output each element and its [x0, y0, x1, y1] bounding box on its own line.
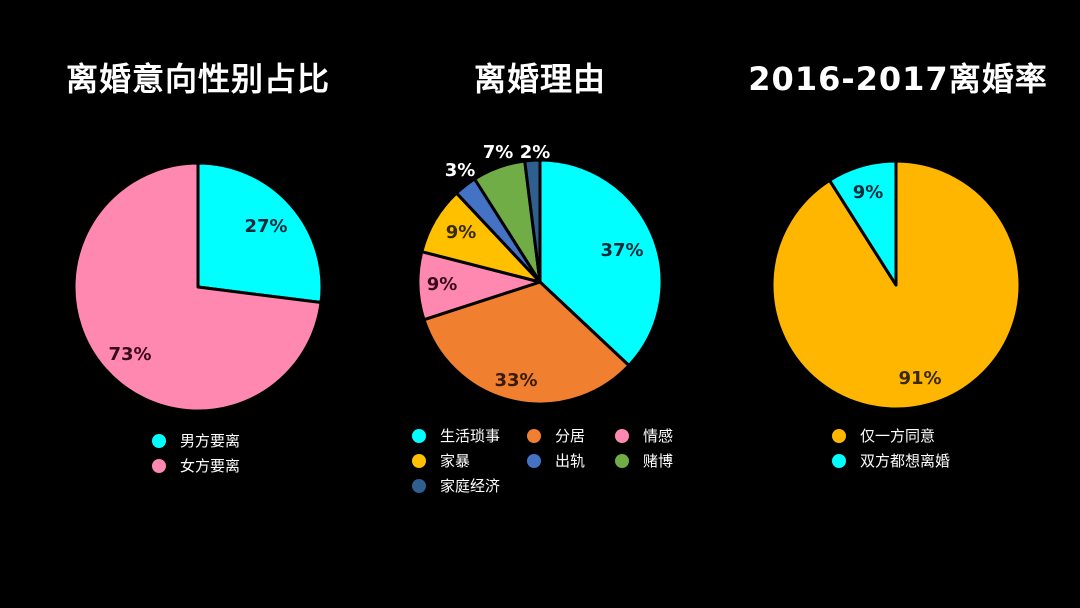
pie-slice	[523, 158, 542, 284]
chart1-title: 离婚意向性别占比	[65, 60, 330, 98]
legend-dot-icon	[152, 433, 166, 448]
legend-dot-icon	[832, 453, 846, 468]
chart1-label-female: 73%	[108, 344, 151, 365]
legend-item-both: 双方都想离婚	[832, 448, 950, 473]
chart1-label-male: 27%	[244, 216, 287, 237]
legend-label: 赌博	[643, 452, 674, 470]
chart2-title: 离婚理由	[473, 60, 606, 98]
legend-dot-icon	[412, 453, 426, 468]
chart2-label-emotion: 9%	[427, 274, 458, 295]
legend-item-finance: 家庭经济	[412, 475, 500, 496]
pie-slice	[828, 159, 898, 287]
legend-item-one-side: 仅一方同意	[832, 423, 950, 448]
chart3-label-one-side: 91%	[898, 368, 941, 389]
legend-item-female: 女方要离	[152, 453, 240, 478]
legend-dot-icon	[615, 453, 629, 468]
pie-slice	[422, 280, 631, 406]
legend-dot-icon	[412, 478, 426, 493]
pie-slice	[196, 161, 324, 305]
pie-slice	[72, 161, 323, 413]
legend-label: 出轨	[555, 452, 586, 470]
legend-item-male: 男方要离	[152, 428, 240, 453]
chart2-label-finance: 2%	[520, 142, 551, 163]
legend-dot-icon	[412, 428, 426, 443]
chart3-title: 2016-2017离婚率	[748, 60, 1048, 98]
chart2-label-affair: 3%	[445, 160, 476, 181]
legend-dot-icon	[615, 428, 629, 443]
legend-item-separation: 分居	[527, 425, 615, 446]
legend-label: 仅一方同意	[860, 427, 936, 445]
chart1-legend: 男方要离 女方要离	[152, 428, 240, 478]
legend-dot-icon	[832, 428, 846, 443]
legend-dot-icon	[527, 453, 541, 468]
legend-item-affair: 出轨	[527, 450, 615, 471]
legend-label: 家暴	[440, 452, 471, 470]
chart2-legend: 生活琐事 分居 情感 家暴 出轨 赌博 家庭经济	[412, 423, 712, 498]
chart1-pie	[72, 161, 324, 413]
legend-dot-icon	[527, 428, 541, 443]
legend-item-violence: 家暴	[412, 450, 527, 471]
chart3-label-both: 9%	[853, 182, 884, 203]
chart2-label-separation: 33%	[494, 370, 537, 391]
chart3-legend: 仅一方同意 双方都想离婚	[832, 423, 950, 473]
legend-dot-icon	[152, 458, 166, 473]
legend-label: 生活琐事	[440, 427, 501, 445]
legend-label: 分居	[555, 427, 586, 445]
legend-item-emotion: 情感	[615, 425, 673, 446]
chart2-label-violence: 9%	[446, 222, 477, 243]
pie-slice	[538, 158, 664, 368]
legend-label: 家庭经济	[440, 477, 501, 495]
chart2-label-life: 37%	[600, 240, 643, 261]
chart2-pie	[416, 158, 664, 406]
chart3-pie	[770, 159, 1022, 411]
legend-label: 情感	[643, 427, 674, 445]
legend-label: 男方要离	[180, 432, 241, 450]
legend-item-gambling: 赌博	[615, 450, 673, 471]
chart2-label-gambling: 7%	[483, 142, 514, 163]
legend-label: 双方都想离婚	[860, 452, 951, 470]
legend-label: 女方要离	[180, 457, 241, 475]
legend-item-life: 生活琐事	[412, 425, 527, 446]
